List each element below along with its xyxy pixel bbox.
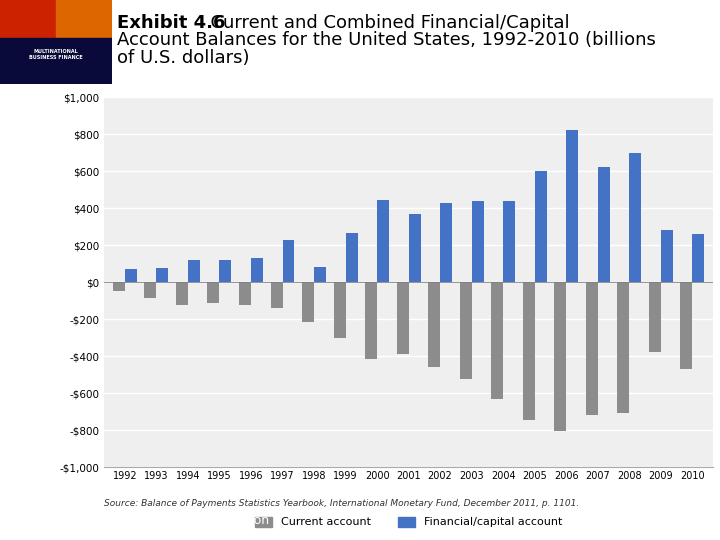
Bar	[333, 282, 346, 338]
Bar	[377, 200, 389, 282]
Bar	[251, 258, 263, 282]
Bar	[271, 282, 282, 308]
Bar	[586, 282, 598, 415]
Text: Exhibit 4.6: Exhibit 4.6	[117, 14, 225, 31]
Bar	[661, 231, 672, 282]
Text: Current and Combined Financial/Capital: Current and Combined Financial/Capital	[199, 14, 570, 31]
Bar	[0, 0, 56, 38]
Bar	[176, 282, 188, 305]
Text: © 2013 Pearson Education: © 2013 Pearson Education	[101, 514, 269, 527]
Bar	[397, 282, 409, 354]
Bar	[365, 282, 377, 359]
Bar	[314, 267, 326, 282]
Bar	[649, 282, 661, 352]
Bar	[598, 167, 610, 282]
Text: Source: Balance of Payments Statistics Yearbook, International Monetary Fund, De: Source: Balance of Payments Statistics Y…	[104, 500, 580, 509]
Bar	[680, 282, 693, 369]
Bar	[472, 201, 484, 282]
Bar	[346, 233, 358, 282]
Bar	[554, 282, 566, 431]
Bar	[239, 282, 251, 305]
Bar	[629, 153, 642, 282]
Bar	[459, 282, 472, 379]
Bar	[188, 260, 200, 282]
Text: Account Balances for the United States, 1992-2010 (billions: Account Balances for the United States, …	[117, 31, 655, 49]
Bar	[220, 260, 231, 282]
Legend: Current account, Financial/capital account: Current account, Financial/capital accou…	[251, 512, 567, 532]
Bar	[523, 282, 535, 421]
Bar	[282, 240, 294, 282]
Bar	[207, 282, 220, 303]
Bar	[113, 282, 125, 292]
Bar	[56, 0, 112, 38]
Bar	[440, 202, 452, 282]
Bar	[566, 131, 578, 282]
Text: of U.S. dollars): of U.S. dollars)	[117, 49, 249, 66]
Bar	[491, 282, 503, 399]
Bar	[693, 234, 704, 282]
Bar	[125, 269, 137, 282]
Bar	[503, 201, 515, 282]
Bar	[145, 282, 156, 298]
Bar	[156, 268, 168, 282]
Bar	[0, 38, 112, 84]
Bar	[617, 282, 629, 413]
Text: PEARSON: PEARSON	[594, 511, 698, 530]
Bar	[302, 282, 314, 322]
Bar	[428, 282, 440, 367]
Bar	[409, 214, 420, 282]
Bar	[535, 171, 546, 282]
Text: MULTINATIONAL
BUSINESS FINANCE: MULTINATIONAL BUSINESS FINANCE	[29, 49, 83, 60]
Text: 4-24: 4-24	[22, 514, 50, 527]
